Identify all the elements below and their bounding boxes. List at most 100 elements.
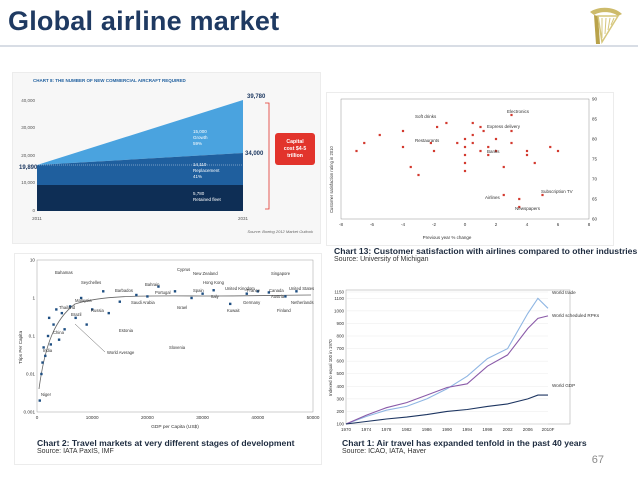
chart13-xtick: -6 (370, 222, 374, 227)
chart2-ytick: 0.001 (24, 410, 36, 415)
chart13-point (456, 141, 459, 145)
chart13-ytick: 75 (592, 157, 598, 162)
chart8-svg: CHART 8: THE NUMBER OF NEW COMMERCIAL AI… (19, 78, 315, 234)
chart13-label: Restaurants (415, 138, 440, 143)
chart1-xtick: 1986 (422, 427, 433, 432)
chart13-xtick: 6 (557, 222, 560, 227)
chart13-ytick: 80 (592, 137, 598, 142)
chart2-point (38, 399, 41, 402)
chart1-ytick: 500 (336, 371, 344, 376)
chart2-point (46, 334, 50, 338)
chart8-retained-label: Retained fleet (193, 197, 222, 202)
chart2-label: Italy (211, 294, 220, 299)
chart13-point (518, 205, 521, 209)
chart2-ytick: 0.1 (29, 334, 36, 339)
chart13-xtick: -4 (401, 222, 405, 227)
chart13-xtick: -2 (432, 222, 436, 227)
chart8-xtick: 2031 (238, 216, 249, 221)
chart13-title: Chart 13: Customer satisfaction with air… (334, 246, 638, 256)
chart13-point (432, 149, 436, 153)
chart13-point (445, 121, 448, 125)
chart8-replacement-area (37, 153, 243, 185)
chart1-xtick: 1994 (462, 427, 473, 432)
chart2-point (40, 372, 43, 376)
chart1-xtick: 1970 (341, 427, 352, 432)
chart2-label: United Kingdom (225, 286, 255, 291)
chart13-label: Banks (487, 149, 500, 154)
chart2-point (284, 295, 287, 298)
chart13-point (409, 165, 412, 169)
chart13-xtick: 0 (464, 222, 467, 227)
chart2-trend-line (38, 294, 312, 390)
chart1-ytick: 1000 (334, 308, 345, 313)
chart2-point (85, 323, 88, 326)
chart2-point (91, 308, 94, 311)
chart13-label: Airlines (485, 195, 501, 200)
chart2-label: Spain (193, 288, 204, 293)
chart13-label: Newspapers (515, 206, 541, 211)
chart2-point (229, 302, 232, 306)
chart1-xtick: 2010F (542, 427, 555, 432)
chart1-xtick: 1974 (361, 427, 372, 432)
chart1-xtick: 1982 (402, 427, 413, 432)
chart13-point (549, 145, 552, 149)
chart13-point (471, 141, 474, 145)
chart13-point (502, 193, 505, 197)
chart2-point (79, 296, 83, 300)
chart1-title: Chart 1: Air travel has expanded tenfold… (342, 438, 587, 448)
chart2-label: China (53, 330, 65, 335)
page-number: 67 (591, 454, 604, 466)
chart8-total-demand: 34,000 (245, 151, 264, 157)
chart2-point (267, 291, 271, 294)
chart13-point (494, 149, 498, 153)
chart2-point (42, 346, 45, 349)
chart8-source: Source: Boeing 2012 Market Outlook (247, 229, 314, 234)
chart2-ytick: 0.01 (26, 372, 35, 377)
chart13-xlabel: Previous year % change (423, 235, 472, 240)
chart2-ytick: 1 (32, 296, 35, 301)
chart13-ytick: 60 (592, 217, 598, 222)
chart2-point (57, 338, 61, 341)
chart13-ytick: 70 (592, 177, 598, 182)
chart13-caption: Chart 13: Customer satisfaction with air… (326, 246, 638, 268)
chart1-ytick: 700 (336, 346, 344, 351)
chart13-point (541, 193, 544, 197)
chart13-point (463, 145, 467, 149)
chart8-growth-share: 59% (193, 141, 202, 146)
chart13-point (401, 129, 405, 133)
chart13-point (417, 173, 420, 177)
chart2-point (146, 295, 149, 298)
chart8-ytick: 40,000 (21, 98, 35, 103)
chart13-point (463, 169, 467, 173)
chart1-xtick: 2006 (523, 427, 534, 432)
chart13-point (429, 141, 432, 145)
chart13-point (401, 145, 405, 149)
chart8-replacement-share: 41% (193, 174, 202, 179)
chart2-point (49, 343, 52, 346)
chart8-retained-area (37, 165, 243, 211)
chart2-point (135, 293, 138, 297)
chart13-point (479, 125, 482, 129)
chart2-point (212, 289, 215, 292)
chart2-source: Source: IATA PaxIS, IMF (37, 448, 114, 455)
chart13-point (463, 137, 467, 141)
chart1-series-line (345, 394, 548, 425)
chart2-label: Finland (277, 308, 291, 313)
chart8-callout (275, 133, 315, 165)
chart13-point (487, 145, 490, 149)
chart2-label: Hong Kong (203, 280, 225, 285)
chart8-callout-line: trillion (287, 153, 303, 159)
page-title: Global airline market (8, 6, 280, 36)
chart1-panel: Indexed to equal 100 in 1970 1150 1100 100… (326, 286, 612, 462)
chart2-label: Slovenia (169, 345, 186, 350)
chart1-ytick: 1150 (334, 290, 344, 295)
chart13-point (355, 149, 358, 153)
chart2-ytick: 10 (30, 258, 36, 263)
chart2-point (118, 300, 121, 303)
chart1-ylabel: Indexed to equal 100 in 1970 (328, 339, 333, 396)
chart1-ytick: 600 (336, 359, 344, 364)
chart8-callout-line: Capital (286, 139, 304, 145)
chart8-ytick: 0 (32, 208, 35, 213)
chart8-replacement-value: 14,110 (193, 162, 207, 167)
